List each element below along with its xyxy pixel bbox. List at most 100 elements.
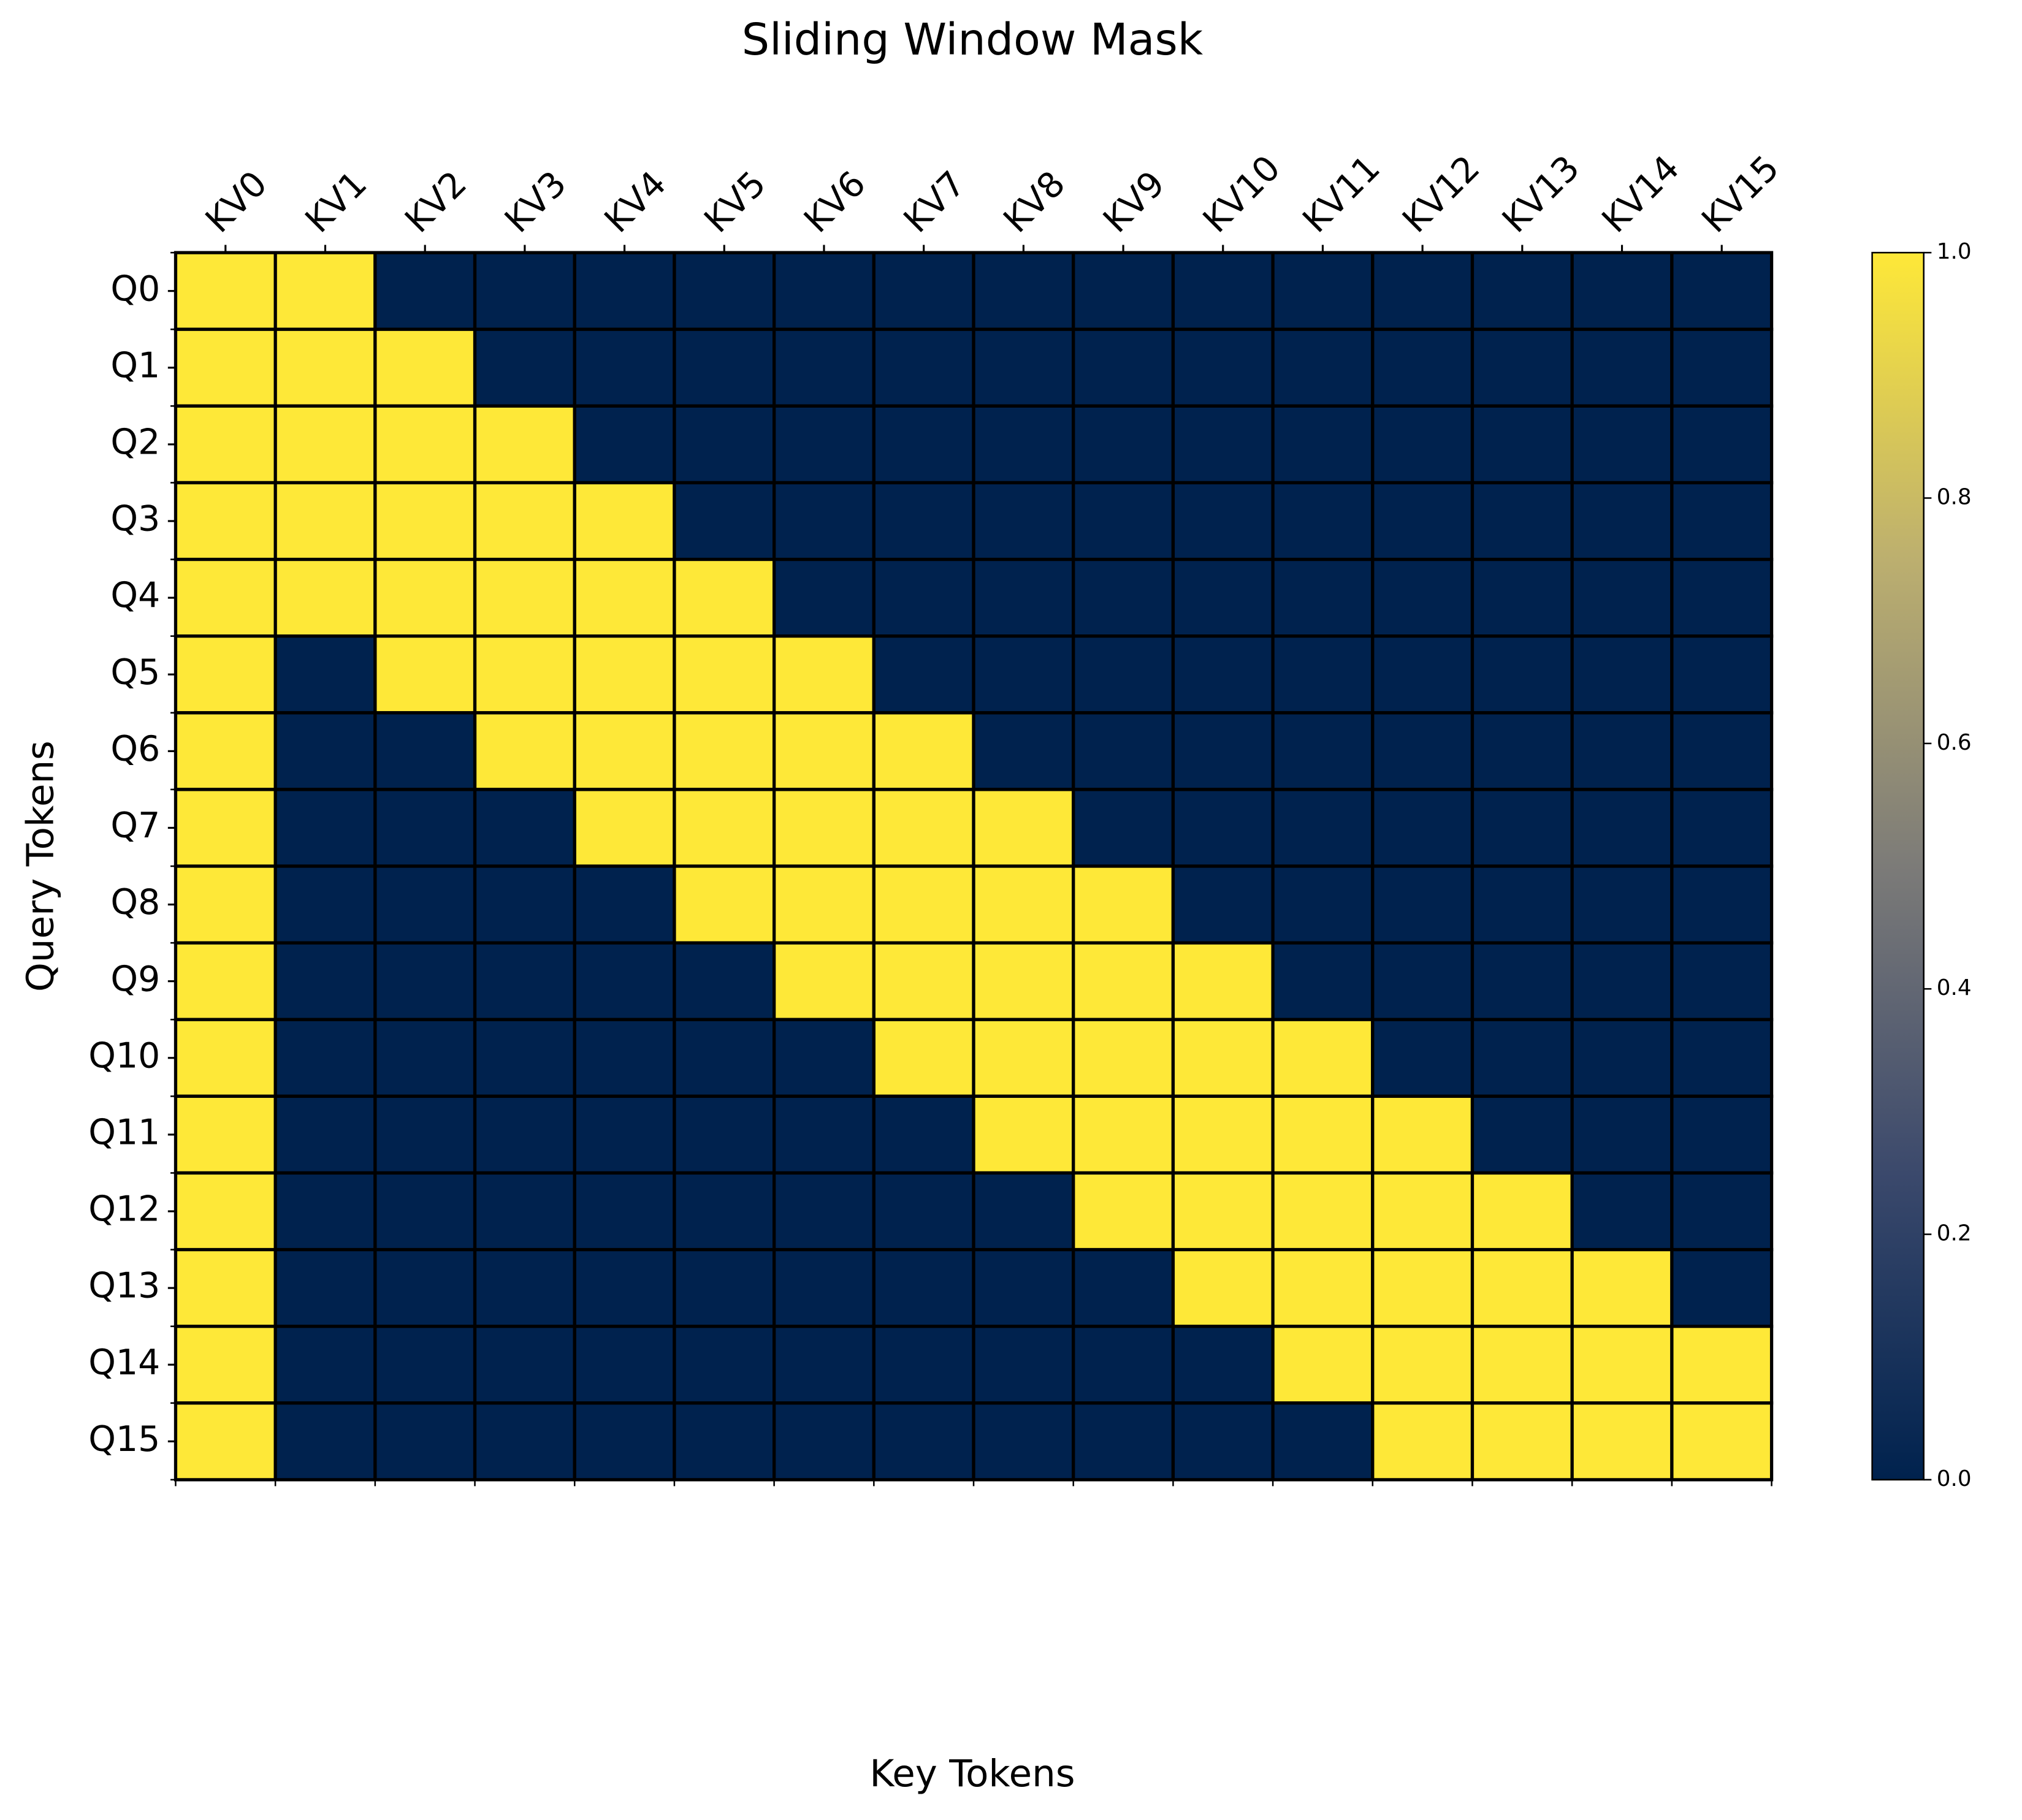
- heatmap-cell: [773, 864, 876, 945]
- heatmap-cell: [1371, 1094, 1475, 1175]
- heatmap-cell: [1171, 864, 1275, 945]
- heatmap-cell: [1371, 788, 1475, 868]
- heatmap-cell: [1670, 634, 1774, 715]
- heatmap-cell: [1171, 1247, 1275, 1328]
- heatmap-cell: [1570, 864, 1674, 945]
- heatmap-cell: [1171, 481, 1275, 562]
- heatmap-cell: [673, 1325, 776, 1405]
- heatmap-cell: [573, 557, 676, 638]
- heatmap-cell: [1072, 788, 1175, 868]
- heatmap-cell: [1570, 251, 1674, 331]
- heatmap-cell: [673, 251, 776, 331]
- y-tick-label: Q1: [110, 345, 160, 386]
- heatmap-cell: [573, 711, 676, 791]
- heatmap-cell: [1072, 634, 1175, 715]
- colorbar-tick-label: 0.4: [1937, 975, 1972, 1000]
- x-tick-label: KV13: [1495, 148, 1588, 241]
- heatmap-cell: [1171, 788, 1275, 868]
- heatmap-cell: [1072, 327, 1175, 408]
- heatmap-cell: [1271, 1171, 1375, 1252]
- heatmap-cell: [174, 941, 277, 1021]
- heatmap-cell: [1072, 1171, 1175, 1252]
- heatmap-cell: [174, 634, 277, 715]
- heatmap-cell: [673, 711, 776, 791]
- heatmap-cell: [1171, 404, 1275, 485]
- heatmap-cell: [273, 1247, 377, 1328]
- colorbar-tick-label: 0.0: [1937, 1466, 1972, 1491]
- heatmap-cell: [1570, 941, 1674, 1021]
- heatmap-cell: [773, 1094, 876, 1175]
- heatmap-cell: [1570, 634, 1674, 715]
- heatmap-cell: [1470, 1171, 1574, 1252]
- heatmap-cell: [972, 1401, 1075, 1482]
- heatmap-cell: [174, 711, 277, 791]
- heatmap-cell: [273, 788, 377, 868]
- heatmap-cell: [174, 1247, 277, 1328]
- y-tick-label: Q10: [88, 1035, 160, 1076]
- heatmap-cell: [1670, 327, 1774, 408]
- heatmap-cell: [972, 864, 1075, 945]
- y-tick-label: Q7: [110, 805, 160, 846]
- heatmap-cell: [773, 1401, 876, 1482]
- heatmap-cell: [1470, 327, 1574, 408]
- heatmap-cell: [1470, 711, 1574, 791]
- y-tick-label: Q6: [110, 729, 160, 769]
- heatmap-cell: [473, 788, 576, 868]
- heatmap-cell: [872, 557, 975, 638]
- heatmap-cell: [673, 404, 776, 485]
- heatmap-cell: [1470, 1247, 1574, 1328]
- heatmap-cell: [773, 327, 876, 408]
- heatmap-cell: [573, 1171, 676, 1252]
- heatmap-cell: [373, 557, 477, 638]
- heatmap-cell: [1570, 1247, 1674, 1328]
- heatmap-cell: [1371, 481, 1475, 562]
- heatmap-cell: [1072, 864, 1175, 945]
- heatmap-cell: [1670, 481, 1774, 562]
- heatmap-cell: [773, 481, 876, 562]
- x-tick-label: KV15: [1694, 148, 1787, 241]
- chart-title: Sliding Window Mask: [742, 14, 1204, 65]
- y-tick-label: Q14: [88, 1342, 160, 1383]
- heatmap-cell: [1670, 1171, 1774, 1252]
- heatmap-cell: [1072, 1325, 1175, 1405]
- heatmap-cell: [773, 711, 876, 791]
- heatmap-cell: [1271, 251, 1375, 331]
- heatmap-cell: [972, 634, 1075, 715]
- heatmap-cell: [1371, 251, 1475, 331]
- x-tick-label: KV10: [1196, 148, 1289, 241]
- heatmap-cell: [872, 1171, 975, 1252]
- y-tick-label: Q8: [110, 882, 160, 923]
- heatmap-cell: [872, 788, 975, 868]
- heatmap-cell: [872, 1018, 975, 1098]
- heatmap-cell: [373, 481, 477, 562]
- heatmap-cell: [1670, 557, 1774, 638]
- heatmap-cell: [1670, 864, 1774, 945]
- heatmap-cell: [673, 634, 776, 715]
- heatmap-cell: [174, 1401, 277, 1482]
- heatmap-cell: [473, 1325, 576, 1405]
- heatmap-cell: [1371, 1247, 1475, 1328]
- heatmap-cell: [1470, 481, 1574, 562]
- heatmap-cell: [273, 251, 377, 331]
- heatmap-cell: [373, 788, 477, 868]
- heatmap-cell: [1670, 1247, 1774, 1328]
- x-tick-label: KV6: [796, 164, 874, 241]
- heatmap-cell: [373, 404, 477, 485]
- heatmap-cell: [1570, 711, 1674, 791]
- heatmap-cell: [872, 404, 975, 485]
- heatmap-cell: [1670, 1325, 1774, 1405]
- heatmap-cell: [174, 1325, 277, 1405]
- heatmap-cell: [473, 711, 576, 791]
- heatmap-cell: [1271, 941, 1375, 1021]
- heatmap-cell: [1072, 251, 1175, 331]
- heatmap-cell: [972, 1018, 1075, 1098]
- heatmap-cell: [174, 864, 277, 945]
- heatmap-cell: [1271, 481, 1375, 562]
- heatmap-cell: [1271, 1325, 1375, 1405]
- heatmap-cell: [1470, 864, 1574, 945]
- heatmap-cell: [1670, 788, 1774, 868]
- heatmap-cell: [673, 1401, 776, 1482]
- heatmap-cell: [673, 788, 776, 868]
- heatmap-cell: [1570, 788, 1674, 868]
- heatmap-cell: [1570, 481, 1674, 562]
